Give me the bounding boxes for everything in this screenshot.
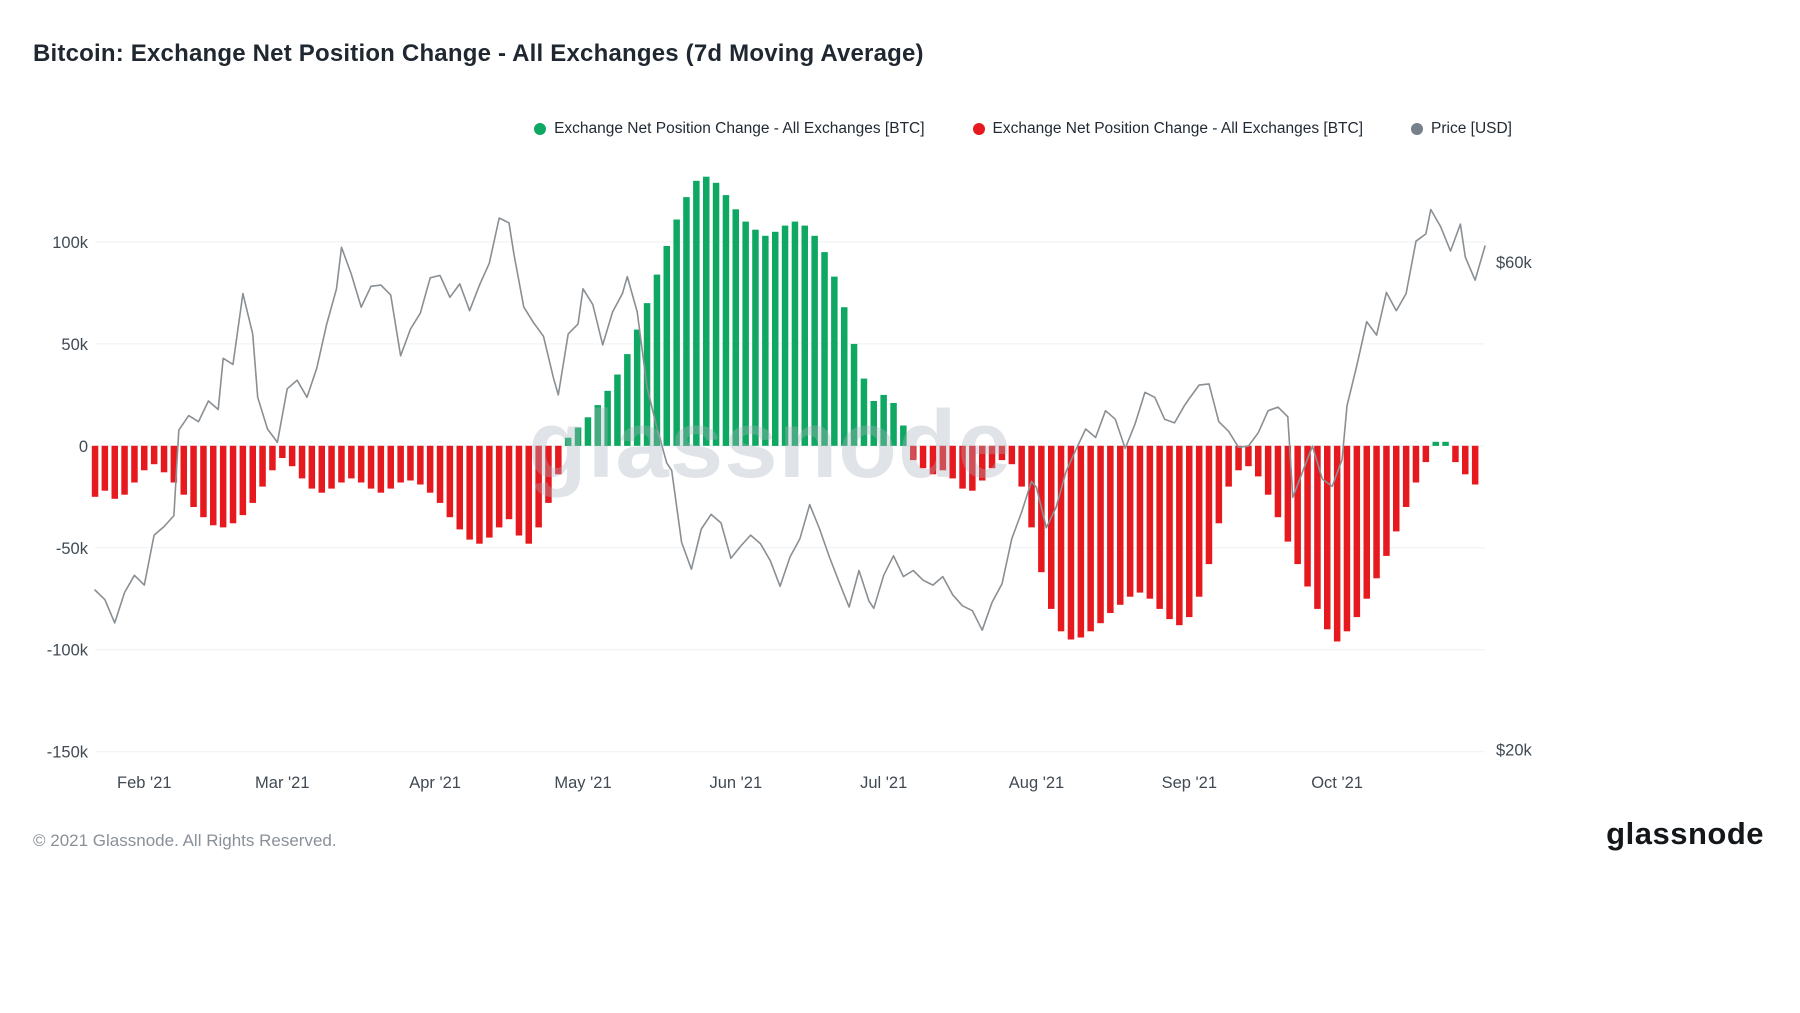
right-axis-labels: $60k $20k	[1496, 254, 1533, 760]
svg-text:$20k: $20k	[1496, 742, 1533, 760]
svg-text:-100k: -100k	[47, 642, 89, 660]
svg-text:Mar '21: Mar '21	[255, 774, 310, 792]
net-position-change-bars	[91, 176, 1479, 642]
gridlines	[95, 241, 1485, 753]
svg-text:100k: 100k	[52, 234, 89, 252]
svg-text:Jun '21: Jun '21	[709, 774, 762, 792]
page-title: Bitcoin: Exchange Net Position Change - …	[33, 40, 924, 67]
chart-legend: Exchange Net Position Change - All Excha…	[534, 120, 1512, 138]
svg-text:Oct '21: Oct '21	[1311, 774, 1363, 792]
svg-text:-50k: -50k	[56, 540, 89, 558]
svg-text:Aug '21: Aug '21	[1009, 774, 1064, 792]
svg-text:0: 0	[79, 438, 88, 456]
svg-text:$60k: $60k	[1496, 254, 1533, 272]
price-line	[94, 208, 1486, 632]
chart-canvas[interactable]: 100k 50k 0 -50k -100k -150k $60k $20k Feb '21 Mar…	[0, 100, 1800, 800]
x-axis-labels: Feb '21 Mar '21 Apr '21 May '21 Jun '21 Jul '…	[117, 774, 1363, 792]
legend-label: Price [USD]	[1431, 120, 1512, 137]
svg-text:Sep '21: Sep '21	[1162, 774, 1217, 792]
legend-label: Exchange Net Position Change - All Excha…	[554, 120, 925, 137]
red-dot-icon	[972, 123, 985, 135]
svg-text:50k: 50k	[61, 336, 88, 354]
legend-item-net-change-positive[interactable]: Exchange Net Position Change - All Excha…	[534, 120, 925, 138]
green-dot-icon	[534, 123, 547, 135]
legend-item-net-change-negative[interactable]: Exchange Net Position Change - All Excha…	[972, 120, 1364, 138]
glassnode-logo: glassnode	[1606, 816, 1764, 851]
left-axis-labels: 100k 50k 0 -50k -100k -150k	[47, 234, 89, 762]
svg-text:May '21: May '21	[554, 774, 611, 792]
chart-card: Exchange Net Position Change - All Excha…	[0, 100, 1800, 800]
gray-dot-icon	[1411, 123, 1424, 135]
svg-text:Jul '21: Jul '21	[860, 774, 907, 792]
footer-copyright: © 2021 Glassnode. All Rights Reserved.	[33, 831, 337, 850]
legend-item-price[interactable]: Price [USD]	[1411, 120, 1512, 138]
legend-label: Exchange Net Position Change - All Excha…	[992, 120, 1364, 137]
svg-text:-150k: -150k	[47, 744, 89, 762]
svg-text:Feb '21: Feb '21	[117, 774, 172, 792]
svg-text:Apr '21: Apr '21	[409, 774, 461, 792]
